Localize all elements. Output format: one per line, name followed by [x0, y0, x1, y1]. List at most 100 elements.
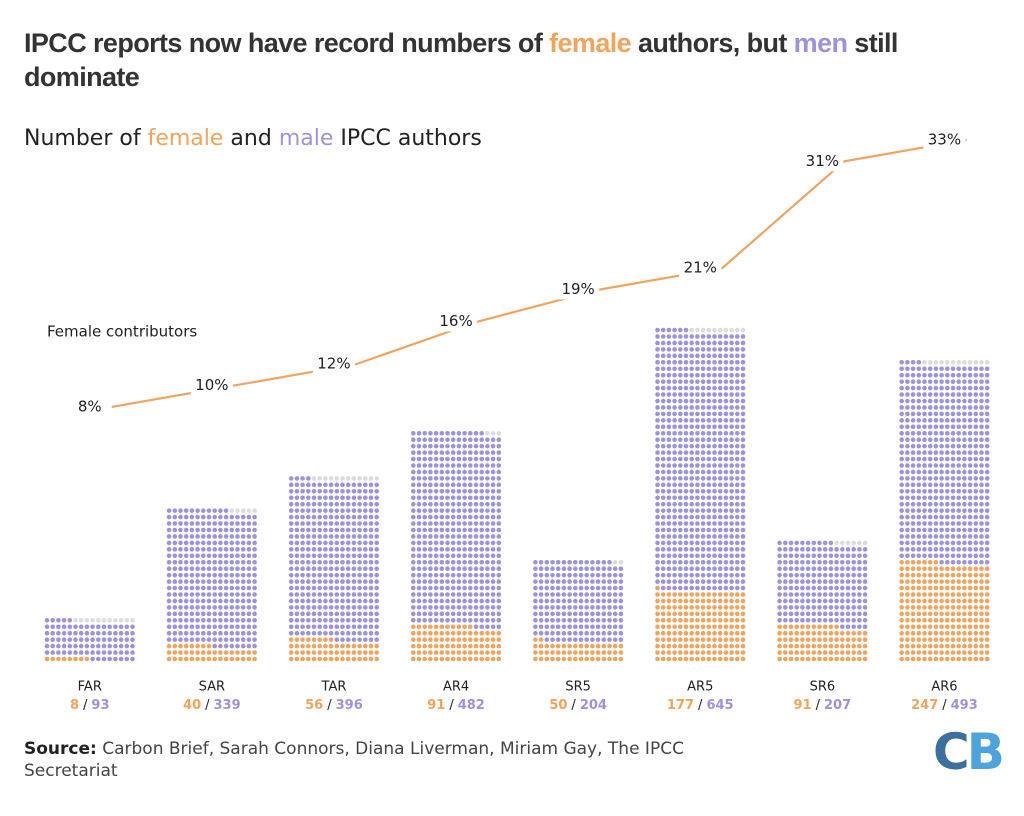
dot — [416, 618, 422, 623]
dot — [851, 630, 856, 636]
dot — [428, 514, 433, 520]
dot — [590, 579, 595, 584]
dot — [462, 469, 467, 475]
dot — [956, 656, 961, 662]
dot — [450, 514, 456, 520]
dot — [735, 463, 740, 468]
dot — [246, 592, 252, 597]
dot — [300, 501, 305, 507]
dot — [462, 540, 467, 546]
dot — [288, 489, 294, 494]
dot — [357, 618, 362, 623]
dot — [899, 469, 904, 475]
dot — [462, 508, 467, 513]
dot — [428, 611, 433, 617]
dot — [735, 489, 740, 494]
dot — [933, 469, 939, 475]
dot — [538, 572, 544, 578]
dot — [950, 566, 956, 571]
dot — [899, 514, 904, 520]
dot — [723, 456, 729, 462]
dot — [428, 540, 433, 546]
dot — [950, 637, 956, 642]
dot — [351, 514, 357, 520]
dot — [445, 476, 450, 481]
dot — [916, 637, 922, 642]
dot — [462, 553, 467, 559]
dot — [166, 611, 172, 617]
dot — [672, 469, 677, 475]
dot — [433, 508, 439, 513]
dot — [485, 476, 490, 481]
dot — [695, 559, 700, 565]
dot — [678, 585, 683, 591]
dot — [817, 592, 822, 597]
dot — [655, 424, 660, 430]
dot — [717, 450, 723, 455]
count-label: 8/93 — [70, 698, 110, 713]
dot — [201, 547, 206, 552]
dot — [660, 405, 666, 410]
dot — [618, 630, 624, 636]
dot — [927, 534, 933, 539]
dot — [939, 495, 944, 501]
dot — [700, 334, 706, 339]
dot — [945, 482, 950, 488]
dot — [683, 398, 689, 404]
dot — [939, 469, 944, 475]
dot — [933, 643, 939, 649]
dot — [456, 656, 462, 662]
dot — [473, 443, 479, 449]
dot — [967, 527, 973, 533]
dot — [922, 572, 927, 578]
dot — [962, 489, 967, 494]
dot — [962, 430, 967, 436]
dot — [666, 450, 672, 455]
dot — [723, 443, 729, 449]
dot — [735, 547, 740, 552]
dot — [468, 456, 473, 462]
dot — [90, 650, 95, 655]
dot — [660, 527, 666, 533]
dot — [655, 450, 660, 455]
dot — [689, 469, 694, 475]
dot — [229, 521, 235, 526]
dot — [962, 618, 967, 623]
dot — [555, 572, 561, 578]
dot — [729, 656, 734, 662]
dot — [363, 630, 368, 636]
dot — [817, 650, 822, 655]
dot — [678, 430, 683, 436]
dot — [218, 527, 223, 533]
dot — [479, 553, 485, 559]
dot — [223, 579, 229, 584]
dot — [345, 618, 351, 623]
dot — [178, 592, 183, 597]
dot — [811, 585, 817, 591]
dot — [922, 508, 927, 513]
dot — [933, 443, 939, 449]
dot — [195, 553, 200, 559]
dot — [357, 514, 362, 520]
dot — [223, 637, 229, 642]
dot — [294, 624, 300, 630]
dot — [363, 547, 368, 552]
dot — [672, 618, 677, 623]
dot — [717, 334, 723, 339]
dot — [206, 514, 212, 520]
dot — [740, 514, 746, 520]
padding-dots — [311, 476, 380, 481]
dot — [334, 540, 340, 546]
dot — [950, 572, 956, 578]
dot — [584, 592, 589, 597]
dot — [311, 508, 317, 513]
dot — [689, 398, 694, 404]
dot — [700, 501, 706, 507]
dot — [706, 334, 712, 339]
dot — [984, 482, 990, 488]
dot — [723, 534, 729, 539]
dot — [712, 424, 717, 430]
dot — [450, 559, 456, 565]
dot — [67, 637, 73, 642]
dot — [905, 398, 910, 404]
